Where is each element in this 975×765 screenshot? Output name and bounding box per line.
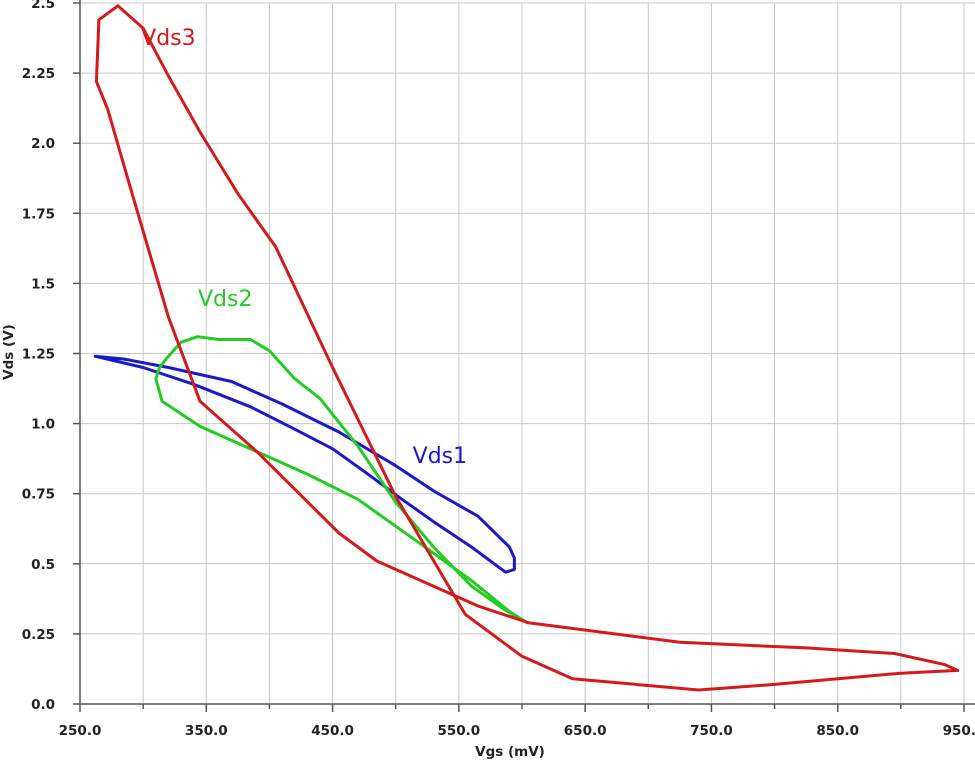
series-label-vds3: Vds3 <box>141 26 195 51</box>
y-tick-label: 2.5 <box>31 0 55 12</box>
grid <box>80 2 975 704</box>
y-tick-label: 1.5 <box>31 276 55 292</box>
axes: 250.0 350.0 450.0 550.0 650.0 750.0 850.0 950.0… <box>22 0 975 739</box>
x-tick-label: 750.0 <box>690 723 733 739</box>
x-tick-label: 550.0 <box>438 723 481 739</box>
y-tick-label: 0.0 <box>31 697 55 713</box>
y-tick-label: 0.75 <box>22 487 55 503</box>
y-axis-title: Vds (V) <box>1 324 17 380</box>
y-tick-label: 1.0 <box>31 417 55 433</box>
y-tick-label: 2.25 <box>22 66 55 82</box>
series-line-vds3 <box>94 4 960 692</box>
x-axis-title: Vgs (mV) <box>475 744 545 760</box>
x-tick-label: 450.0 <box>311 723 354 739</box>
x-tick-label: 350.0 <box>185 723 228 739</box>
series-line-vds1 <box>93 354 516 574</box>
series-line-vds2 <box>154 335 529 625</box>
series-label-vds1: Vds1 <box>413 444 467 469</box>
y-tick-label: 2.0 <box>31 136 55 152</box>
series-labels: Vds1 Vds2 Vds3 <box>141 26 467 469</box>
series-label-vds2: Vds2 <box>198 287 252 312</box>
series-lines <box>93 4 960 692</box>
y-tick-label: 0.5 <box>31 557 55 573</box>
x-tick-label: 650.0 <box>564 723 607 739</box>
y-tick-label: 0.25 <box>22 627 55 643</box>
x-tick-label: 850.0 <box>816 723 859 739</box>
y-tick-label: 1.75 <box>22 206 55 222</box>
x-tick-label: 950.0 <box>943 723 975 739</box>
x-tick-label: 250.0 <box>59 723 102 739</box>
y-tick-label: 1.25 <box>22 347 55 363</box>
